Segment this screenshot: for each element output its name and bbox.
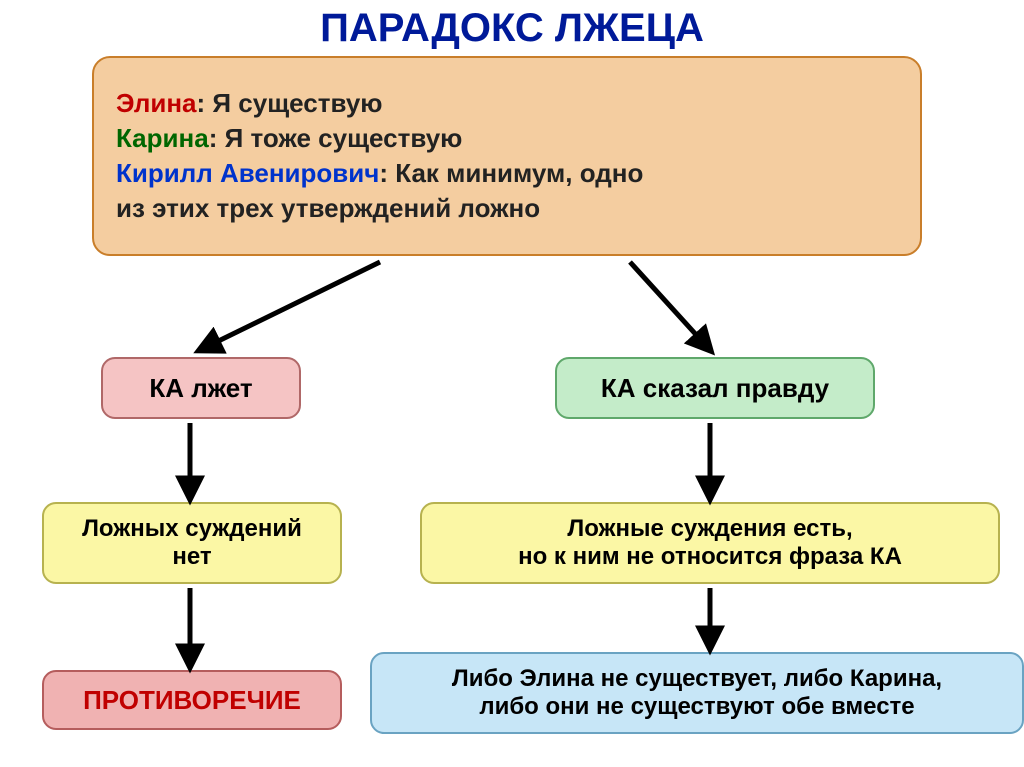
arrows-layer [0, 0, 1024, 767]
